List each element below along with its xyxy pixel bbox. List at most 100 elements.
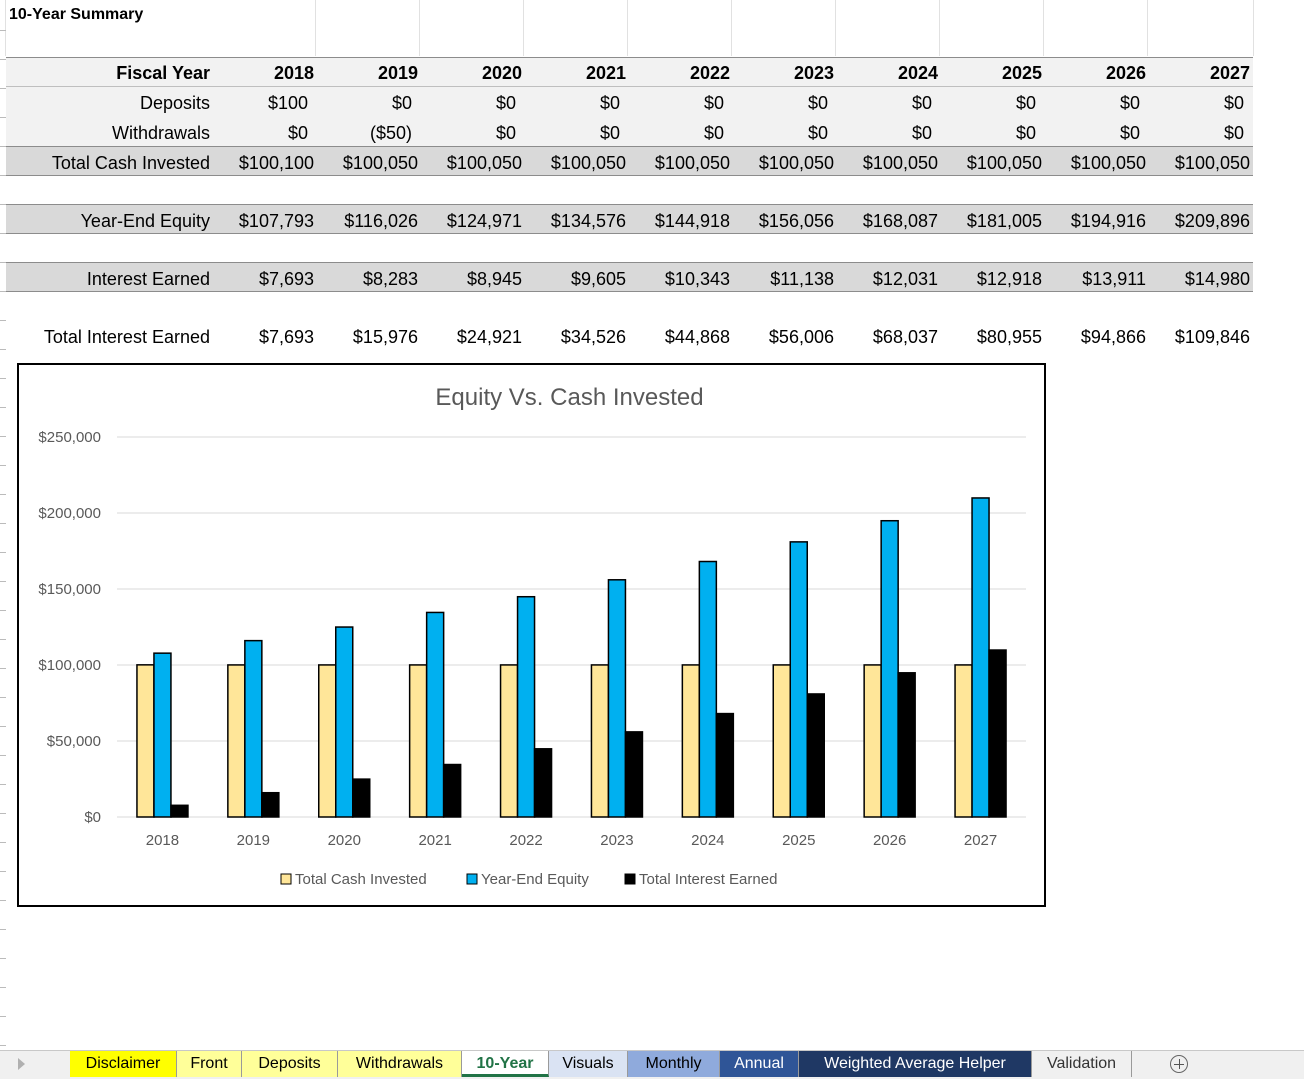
withdrawals-cell[interactable]: ($50): [369, 123, 412, 143]
interest-cell[interactable]: $13,911: [1082, 269, 1146, 289]
row-label-withdrawals: Withdrawals: [111, 123, 210, 143]
bar-total-interest: [170, 804, 189, 818]
sheet-tab-disclaimer[interactable]: Disclaimer: [70, 1051, 177, 1077]
x-tick-label: 2023: [600, 832, 633, 849]
table-band-total-cash: [6, 146, 1253, 175]
sheet-tab-validation[interactable]: Validation: [1032, 1051, 1132, 1077]
deposits-cell[interactable]: $0: [703, 93, 724, 113]
equity-cell[interactable]: $116,026: [344, 211, 418, 231]
total-interest-cell[interactable]: $24,921: [456, 327, 522, 347]
withdrawals-cell[interactable]: $0: [1119, 123, 1140, 143]
total-interest-cell[interactable]: $56,006: [768, 327, 834, 347]
year-header[interactable]: 2024: [897, 63, 938, 83]
sheet-tab-front[interactable]: Front: [177, 1051, 242, 1077]
total-interest-cell[interactable]: $68,037: [872, 327, 938, 347]
equity-cell[interactable]: $209,896: [1174, 211, 1250, 231]
y-tick-label: $250,000: [38, 429, 101, 446]
withdrawals-cell[interactable]: $0: [807, 123, 828, 143]
deposits-cell[interactable]: $0: [599, 93, 620, 113]
total-cash-cell[interactable]: $100,050: [1174, 153, 1250, 173]
scroll-tabs-icon[interactable]: [18, 1058, 25, 1070]
withdrawals-cell[interactable]: $0: [1015, 123, 1036, 143]
sheet-tab-monthly[interactable]: Monthly: [628, 1051, 720, 1077]
sheet-tab-deposits[interactable]: Deposits: [242, 1051, 338, 1077]
total-interest-cell[interactable]: $7,693: [258, 327, 314, 347]
total-interest-cell[interactable]: $34,526: [560, 327, 626, 347]
deposits-cell[interactable]: $0: [1223, 93, 1244, 113]
deposits-cell[interactable]: $0: [1119, 93, 1140, 113]
total-cash-cell[interactable]: $100,100: [238, 153, 314, 173]
total-cash-cell[interactable]: $100,050: [1070, 153, 1146, 173]
year-header[interactable]: 2021: [585, 63, 626, 83]
bar-total-interest: [988, 649, 1007, 818]
year-header[interactable]: 2018: [273, 63, 314, 83]
withdrawals-cell[interactable]: $0: [1223, 123, 1244, 143]
equity-cell[interactable]: $134,576: [550, 211, 626, 231]
year-header[interactable]: 2020: [481, 63, 522, 83]
year-header[interactable]: 2022: [689, 63, 730, 83]
total-cash-cell[interactable]: $100,050: [862, 153, 938, 173]
total-cash-cell[interactable]: $100,050: [654, 153, 730, 173]
deposits-cell[interactable]: $0: [807, 93, 828, 113]
sheet-tab-10-year[interactable]: 10-Year: [462, 1051, 549, 1077]
equity-cell[interactable]: $144,918: [654, 211, 730, 231]
withdrawals-cell[interactable]: $0: [599, 123, 620, 143]
total-cash-cell[interactable]: $100,050: [342, 153, 418, 173]
withdrawals-cell[interactable]: $0: [911, 123, 932, 143]
total-interest-cell[interactable]: $80,955: [976, 327, 1042, 347]
add-sheet-icon[interactable]: [1170, 1055, 1188, 1073]
sheet-tab-annual[interactable]: Annual: [720, 1051, 799, 1077]
legend-swatch: [466, 873, 478, 885]
y-tick-label: $50,000: [47, 733, 101, 750]
withdrawals-cell[interactable]: $0: [703, 123, 724, 143]
total-interest-cell[interactable]: $94,866: [1080, 327, 1146, 347]
legend-label: Total Cash Invested: [295, 871, 427, 888]
equity-cell[interactable]: $156,056: [758, 211, 834, 231]
equity-cell[interactable]: $168,087: [862, 211, 938, 231]
row-label-deposits: Deposits: [139, 93, 210, 113]
deposits-cell[interactable]: $0: [495, 93, 516, 113]
bar-total-cash: [499, 664, 519, 818]
equity-cell[interactable]: $194,916: [1070, 211, 1146, 231]
interest-cell[interactable]: $8,945: [466, 269, 522, 289]
sheet-tab-weighted-average-helper[interactable]: Weighted Average Helper: [799, 1051, 1032, 1077]
interest-cell[interactable]: $11,138: [770, 269, 834, 289]
total-interest-cell[interactable]: $109,846: [1174, 327, 1250, 347]
interest-cell[interactable]: $9,605: [570, 269, 626, 289]
deposits-cell[interactable]: $0: [391, 93, 412, 113]
interest-cell[interactable]: $7,693: [258, 269, 314, 289]
bar-total-interest: [352, 778, 371, 818]
interest-cell[interactable]: $8,283: [362, 269, 418, 289]
interest-cell[interactable]: $12,918: [976, 269, 1042, 289]
total-cash-cell[interactable]: $100,050: [446, 153, 522, 173]
table-band-interest: [6, 262, 1253, 291]
interest-cell[interactable]: $10,343: [664, 269, 730, 289]
year-header[interactable]: 2023: [793, 63, 834, 83]
interest-cell[interactable]: $12,031: [872, 269, 938, 289]
sheet-tab-withdrawals[interactable]: Withdrawals: [338, 1051, 462, 1077]
year-header[interactable]: 2027: [1209, 63, 1250, 83]
equity-cell[interactable]: $107,793: [238, 211, 314, 231]
equity-cell[interactable]: $181,005: [966, 211, 1042, 231]
year-header[interactable]: 2026: [1105, 63, 1146, 83]
withdrawals-cell[interactable]: $0: [287, 123, 308, 143]
total-interest-cell[interactable]: $15,976: [352, 327, 418, 347]
interest-cell[interactable]: $14,980: [1184, 269, 1250, 289]
total-cash-cell[interactable]: $100,050: [758, 153, 834, 173]
bar-year-end-equity: [789, 541, 808, 818]
total-cash-cell[interactable]: $100,050: [550, 153, 626, 173]
row-label-interest-earned: Interest Earned: [86, 269, 210, 289]
bar-total-interest: [806, 693, 825, 818]
deposits-cell[interactable]: $0: [911, 93, 932, 113]
year-header[interactable]: 2025: [1001, 63, 1042, 83]
withdrawals-cell[interactable]: $0: [495, 123, 516, 143]
deposits-cell[interactable]: $100: [267, 93, 308, 113]
spreadsheet-area[interactable]: 10-Year Summary Fiscal Year Deposits Wit…: [0, 0, 1304, 1050]
total-cash-cell[interactable]: $100,050: [966, 153, 1042, 173]
equity-chart[interactable]: Equity Vs. Cash Invested $0 $50,000 $100,00…: [17, 363, 1046, 907]
total-interest-cell[interactable]: $44,868: [664, 327, 730, 347]
year-header[interactable]: 2019: [377, 63, 418, 83]
equity-cell[interactable]: $124,971: [446, 211, 522, 231]
deposits-cell[interactable]: $0: [1015, 93, 1036, 113]
sheet-tab-visuals[interactable]: Visuals: [549, 1051, 628, 1077]
